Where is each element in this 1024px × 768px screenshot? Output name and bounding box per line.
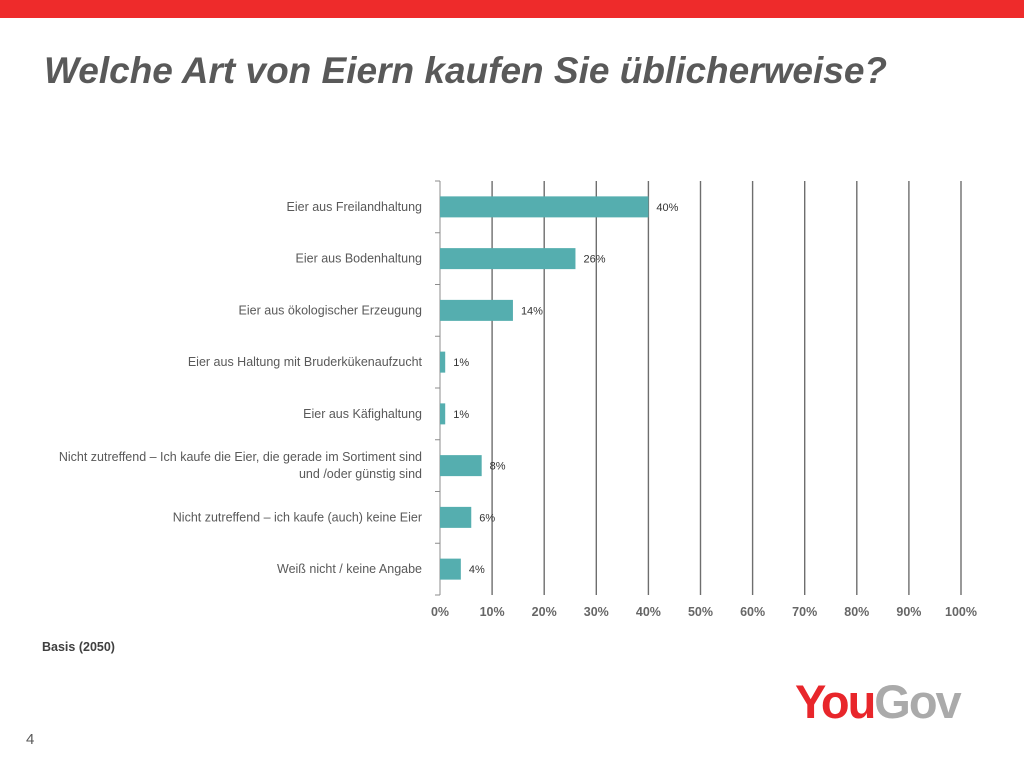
- bar: [440, 506, 472, 528]
- x-tick-label: 70%: [792, 605, 817, 619]
- bar: [440, 248, 576, 270]
- data-label: 4%: [469, 564, 485, 576]
- data-label: 8%: [490, 461, 506, 473]
- x-tick-label: 90%: [896, 605, 921, 619]
- x-tick-label: 20%: [532, 605, 557, 619]
- data-label: 26%: [583, 254, 605, 266]
- bar: [440, 455, 482, 477]
- category-label: Eier aus Freilandhaltung: [287, 200, 423, 214]
- category-label: Weiß nicht / keine Angabe: [277, 562, 422, 576]
- x-tick-label: 50%: [688, 605, 713, 619]
- data-label: 6%: [479, 512, 495, 524]
- bar: [440, 351, 446, 373]
- category-label: Eier aus Käfighaltung: [303, 407, 422, 421]
- category-label: und /oder günstig sind: [299, 467, 422, 481]
- x-tick-label: 60%: [740, 605, 765, 619]
- bar: [440, 299, 513, 321]
- x-tick-label: 10%: [480, 605, 505, 619]
- x-tick-label: 30%: [584, 605, 609, 619]
- logo-gov: Gov: [874, 675, 961, 728]
- logo-you: You: [795, 675, 876, 728]
- category-label: Eier aus Haltung mit Bruderkükenaufzucht: [188, 355, 423, 369]
- x-tick-label: 40%: [636, 605, 661, 619]
- category-label: Eier aus ökologischer Erzeugung: [239, 303, 422, 317]
- data-label: 40%: [656, 202, 678, 214]
- yougov-logo: YouGov: [795, 675, 962, 728]
- category-label: Eier aus Bodenhaltung: [296, 252, 423, 266]
- bar: [440, 196, 649, 218]
- basis-note: Basis (2050): [42, 640, 115, 654]
- top-accent-bar: [0, 0, 1024, 18]
- data-label: 1%: [453, 357, 469, 369]
- category-label: Nicht zutreffend – ich kaufe (auch) kein…: [173, 510, 422, 524]
- page-number: 4: [26, 731, 35, 748]
- x-tick-label: 80%: [844, 605, 869, 619]
- data-label: 1%: [453, 409, 469, 421]
- page-title: Welche Art von Eiern kaufen Sie üblicher…: [44, 50, 888, 91]
- data-label: 14%: [521, 305, 543, 317]
- category-label: Nicht zutreffend – Ich kaufe die Eier, d…: [59, 450, 422, 464]
- x-tick-label: 100%: [945, 605, 977, 619]
- x-tick-label: 0%: [431, 605, 449, 619]
- bar: [440, 403, 446, 425]
- bar: [440, 558, 461, 580]
